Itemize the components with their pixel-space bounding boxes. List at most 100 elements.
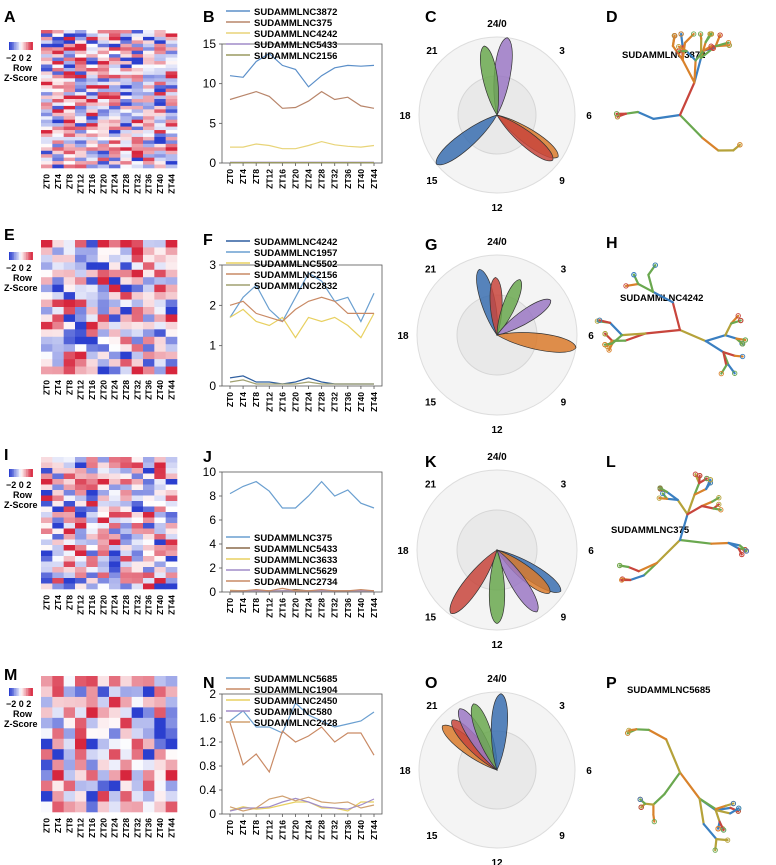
- heatmap-cell: [75, 479, 87, 485]
- panel-label-P: P: [606, 675, 617, 692]
- heatmap-cell: [109, 299, 121, 308]
- heatmap-cell: [143, 43, 155, 48]
- heatmap-cell: [120, 561, 132, 568]
- heatmap-cell: [52, 262, 64, 271]
- panel-label-A: A: [4, 9, 16, 26]
- structure-stem: [693, 482, 701, 496]
- heatmap-cell: [52, 143, 64, 148]
- heatmap-cell: [97, 92, 110, 96]
- heatmap-cell: [63, 759, 76, 771]
- heatmap-cell: [63, 130, 76, 134]
- heatmap-cell: [97, 277, 110, 285]
- heatmap-cell: [86, 161, 98, 165]
- x-tick-label: ZT8: [251, 169, 261, 184]
- heatmap-cell: [109, 523, 121, 529]
- heatmap-cell: [97, 583, 110, 590]
- heatmap-cell: [165, 67, 178, 72]
- heatmap-cell: [143, 517, 155, 524]
- rna-structure-P: SUDAMMLNC5685: [625, 685, 742, 853]
- heatmap-cell: [41, 147, 53, 152]
- heatmap-cell: [52, 462, 64, 469]
- heatmap-cell: [143, 359, 155, 367]
- heatmap-cell: [86, 351, 98, 360]
- heatmap-cell: [86, 545, 98, 551]
- color-key-range: −2 0 2: [6, 53, 31, 63]
- heatmap-cell: [109, 336, 121, 345]
- heatmap-cell: [131, 61, 144, 65]
- heatmap-cell: [52, 284, 64, 293]
- heatmap-cell: [97, 462, 110, 469]
- legend-entry: SUDAMMLNC2832: [254, 281, 337, 292]
- heatmap-cell: [41, 534, 53, 540]
- legend-entry: SUDAMMLNC3633: [254, 555, 337, 566]
- color-key-zscore: Z-Score: [4, 500, 38, 510]
- heatmap-cell: [41, 85, 53, 89]
- structure-loop: [716, 495, 722, 501]
- heatmap-cell: [41, 30, 53, 34]
- heatmap-cell: [63, 696, 76, 708]
- heatmap-cell: [143, 572, 155, 579]
- heatmap-cell: [52, 556, 64, 562]
- heatmap-cell: [131, 344, 144, 352]
- structure-stem: [693, 487, 708, 496]
- heatmap-cell: [41, 457, 53, 463]
- heatmap-cell: [75, 157, 87, 162]
- heatmap-cell: [154, 109, 166, 114]
- heatmap-cell: [75, 501, 87, 507]
- heatmap-cell: [86, 240, 98, 248]
- structure-stem: [737, 547, 743, 556]
- heatmap-cell: [143, 495, 155, 502]
- structure-stem: [686, 493, 696, 516]
- heatmap-cell: [131, 254, 144, 263]
- color-key-swatch: [17, 252, 20, 260]
- heatmap-cell: [120, 284, 132, 293]
- legend-entry: SUDAMMLNC5685: [254, 674, 338, 685]
- structure-loop: [720, 827, 727, 833]
- heatmap-cell: [120, 578, 132, 584]
- heatmap-cell: [120, 749, 132, 760]
- heatmap-cell: [41, 143, 53, 148]
- heatmap-cell: [143, 329, 155, 338]
- heatmap-cell: [120, 321, 132, 330]
- heatmap-cell: [165, 545, 178, 551]
- heatmap-cell: [131, 567, 144, 573]
- structure-loop: [691, 31, 697, 37]
- heatmap-cell: [165, 539, 178, 546]
- heatmap-cell: [165, 116, 178, 120]
- heatmap-cell: [109, 33, 121, 38]
- legend-entry: SUDAMMLNC2428: [254, 718, 337, 729]
- heatmap-cell: [41, 676, 53, 687]
- heatmap-cell: [154, 707, 166, 719]
- heatmap-cell: [131, 57, 144, 62]
- heatmap-cell: [165, 550, 178, 557]
- heatmap-cell: [120, 351, 132, 360]
- heatmap-cell: [75, 556, 87, 562]
- heatmap-cell: [41, 791, 53, 802]
- heatmap-cell: [86, 81, 98, 86]
- heatmap-cell: [52, 484, 64, 491]
- heatmap-cell: [63, 119, 76, 124]
- heatmap-cell: [97, 567, 110, 573]
- color-key-zscore: Z-Score: [4, 283, 38, 293]
- heatmap-cell: [120, 269, 132, 278]
- heatmap-cell: [97, 738, 110, 750]
- color-key-swatch: [14, 252, 16, 260]
- heatmap-cell: [143, 307, 155, 315]
- heatmap-cell: [63, 123, 76, 127]
- structure-loop: [657, 485, 663, 491]
- x-tick-label: ZT36: [343, 598, 353, 618]
- heatmap-cell: [75, 262, 87, 271]
- heatmap-cell: [52, 78, 64, 83]
- structure-stem: [635, 728, 650, 732]
- heatmap-cell: [165, 707, 178, 719]
- heatmap-cell: [86, 95, 98, 100]
- heatmap-cell: [63, 801, 76, 813]
- structure-loop: [676, 48, 682, 54]
- heatmap-cell: [143, 344, 155, 352]
- heatmap-cell: [165, 92, 178, 96]
- heatmap-cell: [86, 707, 98, 719]
- color-key-swatch: [14, 469, 16, 477]
- heatmap-cell: [86, 99, 98, 103]
- heatmap-cell: [86, 539, 98, 546]
